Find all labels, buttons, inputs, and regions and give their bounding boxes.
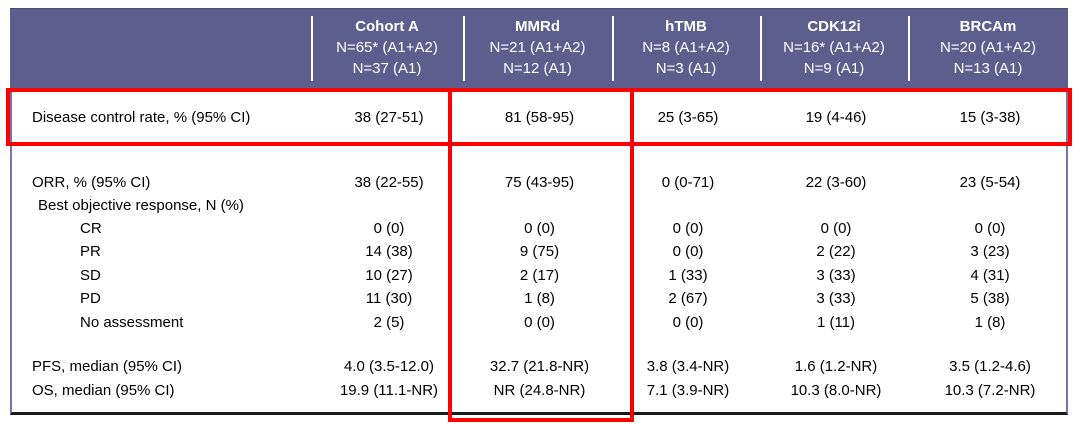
col-header-htmb: hTMB N=8 (A1+A2) N=3 (A1): [612, 9, 760, 88]
data-cell: 14 (38): [365, 243, 413, 260]
row-pd: PD 11 (30) 1 (8) 2 (67) 3 (33) 5 (38): [12, 287, 1066, 310]
row-disease-control-rate: Disease control rate, % (95% CI) 38 (27-…: [12, 88, 1066, 146]
row-label: PR: [80, 243, 101, 260]
data-cell: 0 (0): [672, 220, 704, 237]
data-cell: 0 (0): [672, 313, 704, 331]
row-best-objective-response: Best objective response, N (%): [12, 194, 1066, 217]
column-n-line: N=12 (A1): [503, 60, 572, 77]
data-cell: 3 (33): [816, 290, 856, 307]
row-spacer: [12, 146, 1066, 170]
column-n-line: N=9 (A1): [803, 60, 865, 77]
column-n-line: N=3 (A1): [655, 60, 717, 77]
data-cell: 2 (17): [519, 266, 560, 284]
data-cell: 22 (3-60): [805, 173, 867, 191]
col-header-mmrd: MMRd N=21 (A1+A2) N=12 (A1): [463, 9, 612, 88]
data-cell: 0 (0): [974, 220, 1006, 237]
data-cell: 0 (0-71): [661, 173, 715, 191]
row-label: Disease control rate, % (95% CI): [32, 108, 251, 126]
data-cell: 1 (8): [974, 313, 1006, 331]
data-cell: 0 (0): [820, 220, 852, 237]
data-cell: 0 (0): [524, 313, 555, 331]
data-cell: 5 (38): [970, 290, 1010, 307]
column-n-line: N=13 (A1): [953, 60, 1023, 77]
col-header-brcam: BRCAm N=20 (A1+A2) N=13 (A1): [908, 9, 1068, 88]
data-cell: 23 (5-54): [959, 173, 1021, 191]
data-cell: 1 (33): [668, 266, 708, 284]
data-cell: 32.7 (21.8-NR): [489, 357, 590, 375]
column-title: BRCAm: [959, 18, 1017, 35]
column-title: hTMB: [665, 18, 707, 35]
data-cell: 0 (0): [672, 243, 704, 260]
column-n-line: N=8 (A1+A2): [642, 39, 730, 56]
data-cell: 3 (33): [816, 266, 856, 284]
data-cell: 1 (8): [524, 290, 555, 307]
data-cell: 10 (27): [365, 266, 413, 284]
row-spacer: [12, 334, 1066, 354]
col-header-cohort-a: Cohort A N=65* (A1+A2) N=37 (A1): [311, 9, 463, 88]
column-title: Cohort A: [355, 18, 419, 35]
row-label: ORR, % (95% CI): [32, 173, 151, 191]
row-label: No assessment: [80, 313, 184, 331]
data-cell: 38 (22-55): [354, 173, 424, 191]
row-spacer: [12, 403, 1066, 412]
row-label: PD: [80, 290, 101, 307]
data-cell: 4.0 (3.5-12.0): [343, 357, 435, 375]
data-cell: 19.9 (11.1-NR): [339, 382, 439, 399]
row-sd: SD 10 (27) 2 (17) 1 (33) 3 (33) 4 (31): [12, 263, 1066, 287]
column-title: MMRd: [515, 18, 560, 35]
data-cell: 3.5 (1.2-4.6): [949, 357, 1031, 375]
data-cell: 38 (27-51): [354, 108, 424, 126]
data-cell: 15 (3-38): [959, 108, 1021, 126]
table-header-row: Cohort A N=65* (A1+A2) N=37 (A1) MMRd N=…: [10, 8, 1068, 88]
col-header-corner: [10, 9, 311, 88]
row-pfs-median: PFS, median (95% CI) 4.0 (3.5-12.0) 32.7…: [12, 354, 1066, 378]
data-cell: 10.3 (7.2-NR): [944, 382, 1036, 399]
row-os-median: OS, median (95% CI) 19.9 (11.1-NR) NR (2…: [12, 378, 1066, 403]
data-cell: 1.6 (1.2-NR): [794, 357, 878, 375]
data-cell: 9 (75): [519, 243, 560, 260]
results-table: Cohort A N=65* (A1+A2) N=37 (A1) MMRd N=…: [6, 8, 1072, 422]
data-cell: 2 (22): [816, 243, 856, 260]
row-label: Best objective response, N (%): [38, 197, 244, 214]
row-label: PFS, median (95% CI): [32, 357, 183, 375]
data-cell: 10.3 (8.0-NR): [790, 382, 882, 399]
row-label: CR: [80, 220, 102, 237]
column-title: CDK12i: [807, 18, 861, 35]
data-cell: 19 (4-46): [805, 108, 867, 126]
table-body: Disease control rate, % (95% CI) 38 (27-…: [10, 88, 1068, 415]
data-cell: 3.8 (3.4-NR): [646, 357, 730, 375]
data-cell: 81 (58-95): [504, 108, 575, 126]
column-n-line: N=20 (A1+A2): [940, 39, 1036, 56]
data-cell: 7.1 (3.9-NR): [646, 382, 730, 399]
data-cell: 25 (3-65): [657, 108, 719, 126]
data-cell: 2 (5): [373, 313, 405, 331]
data-cell: 0 (0): [524, 220, 555, 237]
column-n-line: N=16* (A1+A2): [783, 39, 885, 56]
column-n-line: N=65* (A1+A2): [336, 39, 438, 56]
row-pr: PR 14 (38) 9 (75) 0 (0) 2 (22) 3 (23): [12, 240, 1066, 263]
data-cell: 1 (11): [816, 313, 856, 331]
column-n-line: N=37 (A1): [352, 60, 422, 77]
data-cell: 4 (31): [970, 266, 1010, 284]
column-n-line: N=21 (A1+A2): [489, 39, 586, 56]
data-cell: 2 (67): [668, 290, 708, 307]
row-cr: CR 0 (0) 0 (0) 0 (0) 0 (0) 0 (0): [12, 217, 1066, 240]
col-header-cdk12i: CDK12i N=16* (A1+A2) N=9 (A1): [760, 9, 908, 88]
row-no-assessment: No assessment 2 (5) 0 (0) 0 (0) 1 (11) 1…: [12, 310, 1066, 334]
data-cell: 0 (0): [373, 220, 405, 237]
data-cell: 11 (30): [365, 290, 413, 307]
row-orr: ORR, % (95% CI) 38 (22-55) 75 (43-95) 0 …: [12, 170, 1066, 194]
data-cell: 3 (23): [970, 243, 1010, 260]
row-label: SD: [80, 266, 101, 284]
row-label: OS, median (95% CI): [32, 382, 175, 399]
data-cell: NR (24.8-NR): [493, 382, 586, 399]
data-cell: 75 (43-95): [504, 173, 575, 191]
